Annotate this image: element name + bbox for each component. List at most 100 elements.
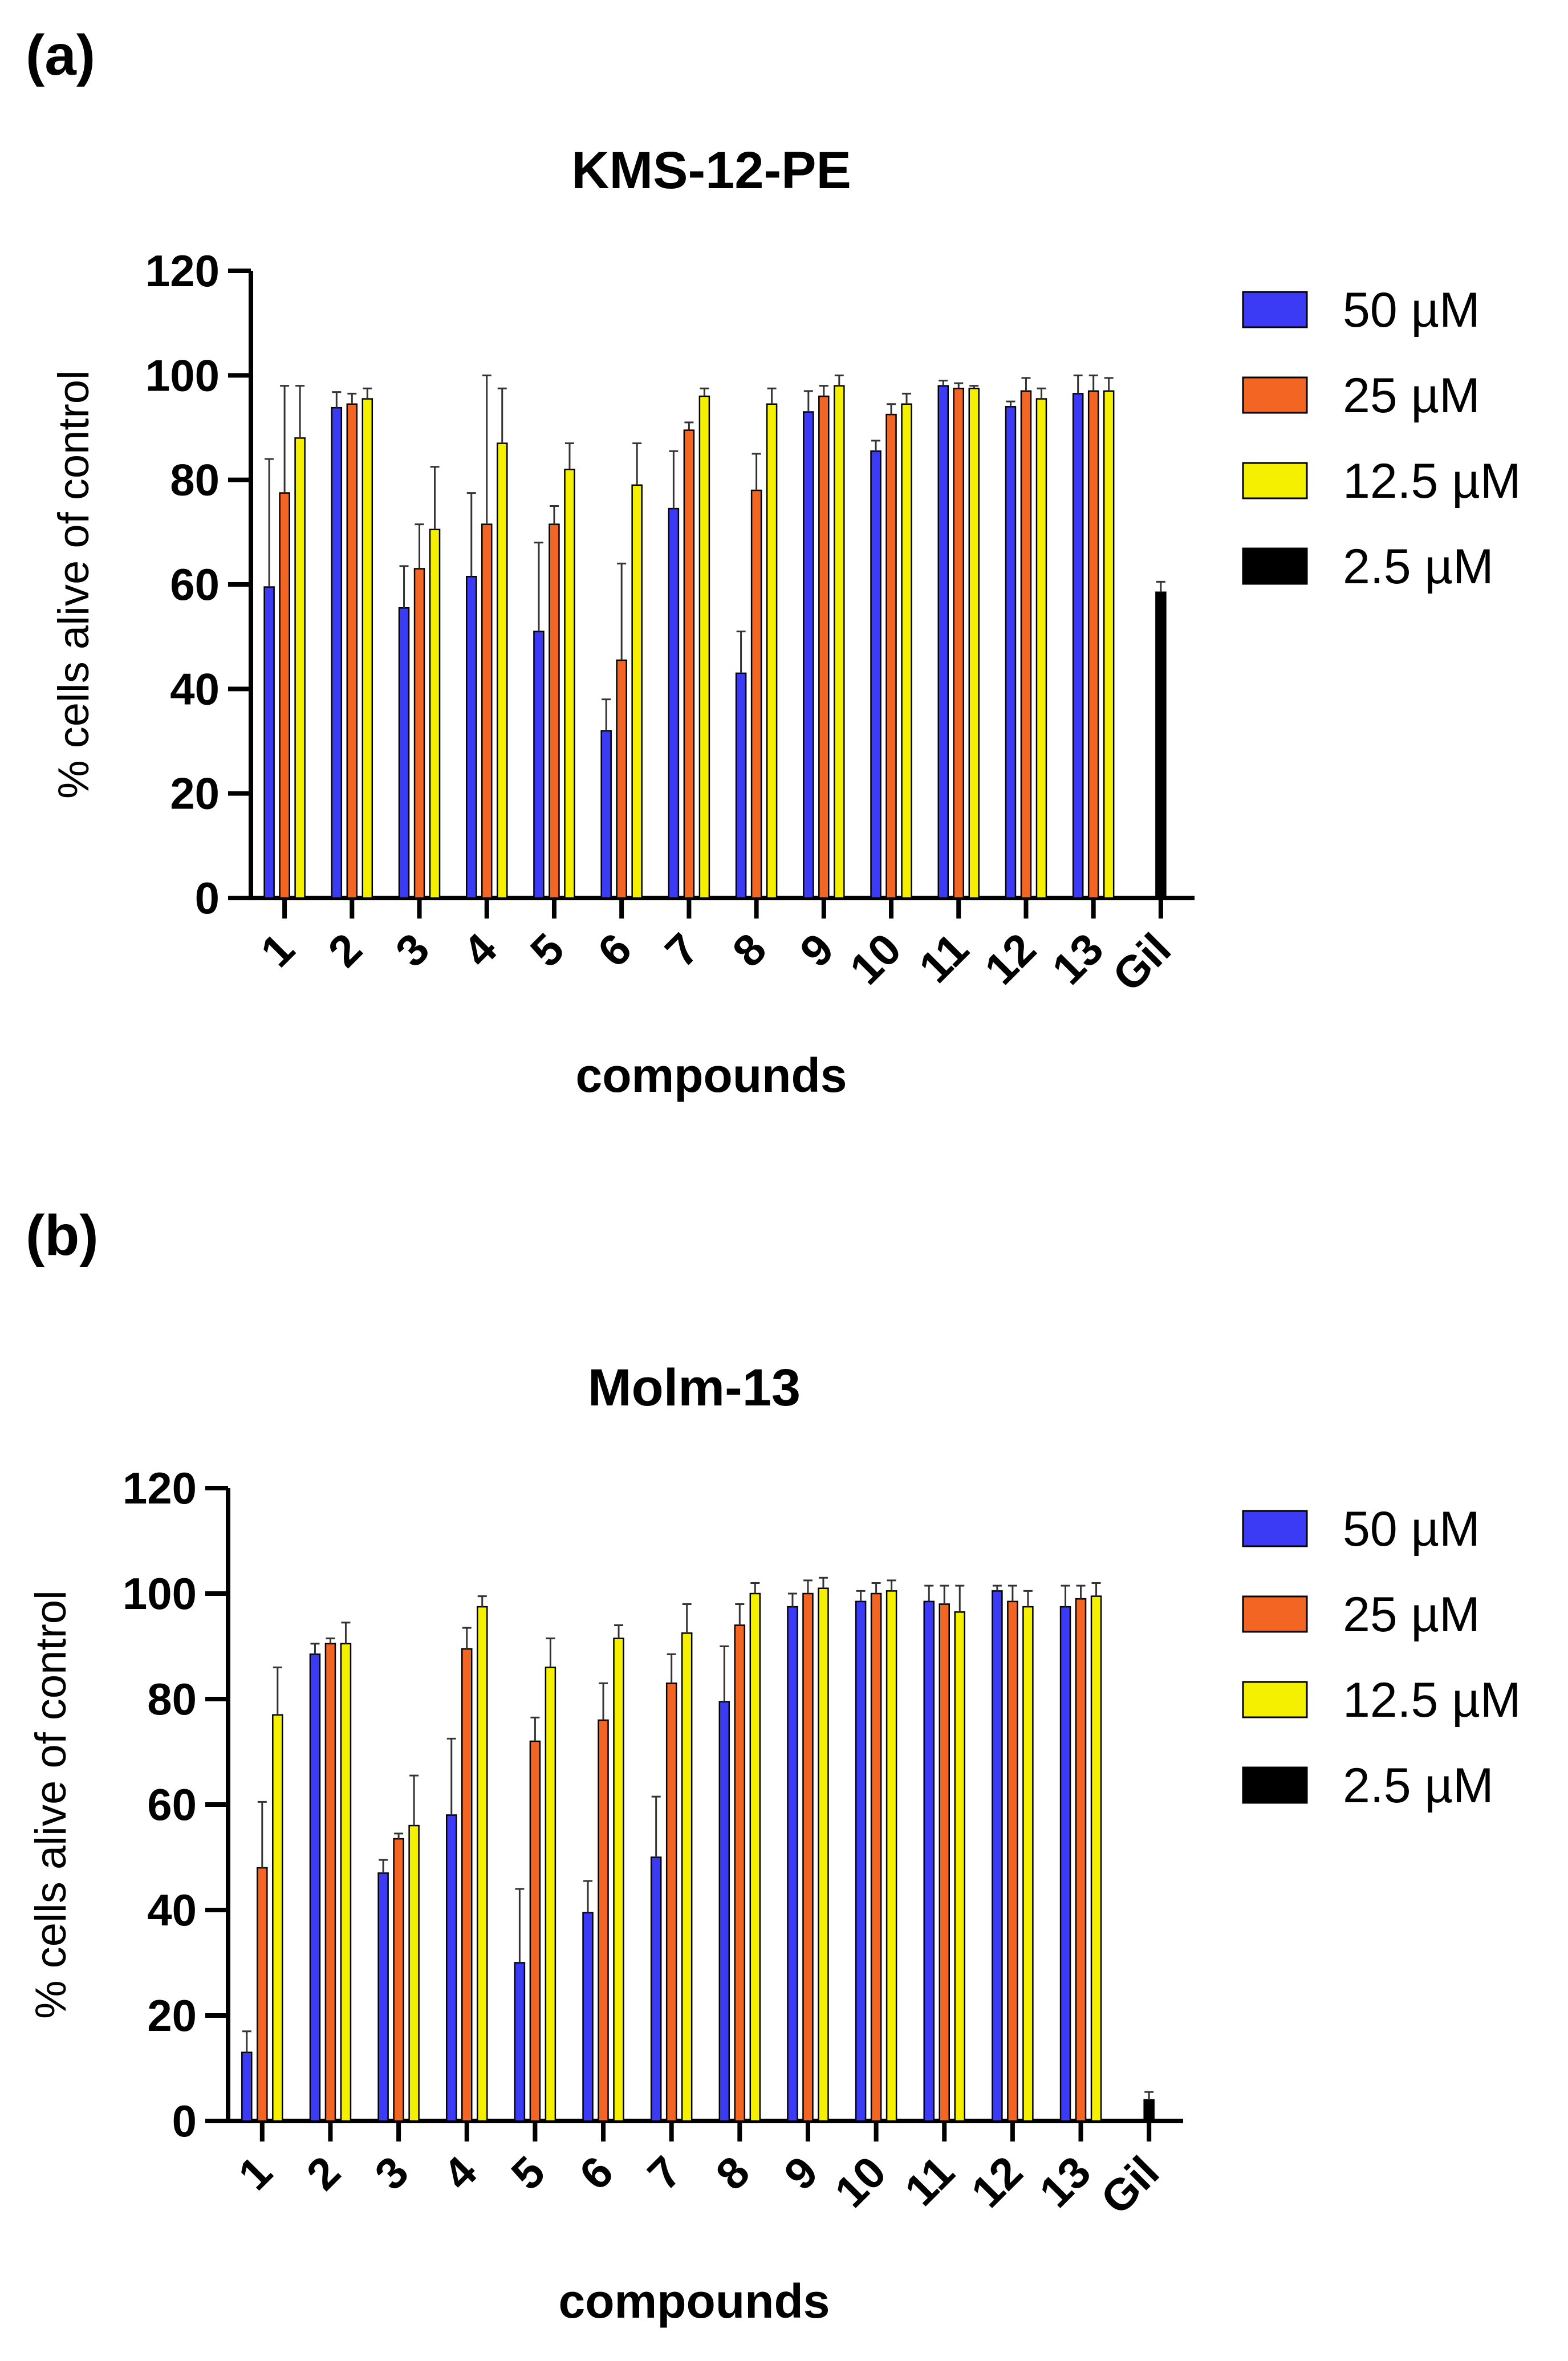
bar <box>856 1602 866 2121</box>
bar <box>887 1591 896 2121</box>
x-tick-label: 4 <box>453 924 506 977</box>
bar <box>242 2053 251 2121</box>
y-tick-label: 0 <box>195 873 220 923</box>
bar <box>482 525 491 898</box>
y-tick-label: 100 <box>123 1568 197 1619</box>
bar <box>651 1858 661 2122</box>
x-tick-label: 3 <box>386 924 439 977</box>
legend: 50 µM 25 µM 12.5 µM 2.5 µM <box>1243 1502 1521 1813</box>
y-axis-label: % cells alive of control <box>27 1590 75 2019</box>
x-tick-label: 2 <box>318 924 371 977</box>
bar <box>954 388 964 898</box>
legend-swatch <box>1243 1767 1307 1803</box>
x-tick-label: 6 <box>588 924 641 977</box>
bar <box>409 1826 419 2121</box>
bar <box>955 1612 965 2121</box>
x-tick-label: 10 <box>840 924 911 994</box>
legend-swatch <box>1243 463 1307 498</box>
bar <box>992 1591 1002 2121</box>
bar <box>700 396 709 898</box>
bar <box>546 1668 555 2122</box>
bar <box>466 576 476 898</box>
bar <box>1088 391 1098 898</box>
chart-kms-12-pe: KMS-12-PE 0 20 40 60 80 100 120 % cells alive of… <box>0 0 1568 1180</box>
y-tick-label: 80 <box>147 1674 197 1724</box>
bar <box>818 1588 828 2121</box>
bar <box>669 509 679 898</box>
bar <box>257 1868 267 2121</box>
x-tick-label: 9 <box>790 924 843 977</box>
x-tick-label: 11 <box>895 2147 964 2216</box>
bar <box>767 404 777 898</box>
x-tick-label: Gil <box>1103 924 1180 1001</box>
panel-a: (a) KMS-12-PE 0 20 40 60 80 100 120 % cells aliv… <box>0 0 1568 1180</box>
x-tick-label: 2 <box>297 2147 350 2200</box>
chart-molm-13: Molm-13020406080100120% cells alive of c… <box>0 1180 1568 2360</box>
legend-label: 25 µM <box>1343 368 1480 423</box>
bar <box>1156 592 1165 898</box>
bar <box>530 1741 540 2121</box>
x-tick-label: 9 <box>774 2147 827 2200</box>
bar <box>280 493 290 898</box>
legend-label: 2.5 µM <box>1343 539 1494 594</box>
legend-swatch <box>1243 548 1307 584</box>
bar <box>1006 407 1015 898</box>
legend: 50 µM 25 µM 12.5 µM 2.5 µM <box>1243 283 1521 594</box>
y-tick-label: 20 <box>147 1990 197 2041</box>
chart-title: KMS-12-PE <box>571 141 851 200</box>
bar <box>534 632 543 899</box>
bar <box>1144 2100 1154 2121</box>
bar <box>1076 1599 1086 2121</box>
bar <box>326 1644 335 2121</box>
x-tick-label: 1 <box>229 2147 282 2200</box>
y-tick-label: 40 <box>170 664 220 714</box>
legend-swatch <box>1243 1682 1307 1717</box>
legend-label: 2.5 µM <box>1343 1758 1494 1813</box>
legend-swatch <box>1243 1596 1307 1632</box>
bar <box>1104 391 1114 898</box>
bar <box>632 485 642 898</box>
bar <box>871 1594 881 2121</box>
bar <box>834 386 844 898</box>
legend-label: 50 µM <box>1343 1502 1480 1557</box>
bar <box>310 1654 320 2121</box>
x-tick-label: 6 <box>570 2147 623 2200</box>
x-tick-label: 13 <box>1042 924 1113 994</box>
y-tick-label: 20 <box>170 769 220 819</box>
bar <box>750 1594 760 2121</box>
y-tick-label: 60 <box>170 559 220 609</box>
bar <box>265 587 274 898</box>
bar <box>787 1607 797 2121</box>
bar <box>415 569 424 899</box>
bar <box>363 399 372 898</box>
bar <box>599 1720 608 2121</box>
bar <box>341 1644 351 2121</box>
bar <box>1037 399 1046 898</box>
bar <box>667 1683 676 2121</box>
x-axis-label: compounds <box>559 2274 830 2328</box>
x-tick-label: 13 <box>1030 2147 1100 2217</box>
bar <box>602 731 611 898</box>
bar <box>614 1639 624 2121</box>
bar <box>617 660 627 898</box>
x-tick-label: 8 <box>723 924 776 977</box>
x-tick-label: 11 <box>909 924 978 993</box>
y-tick-label: 120 <box>123 1463 197 1513</box>
chart-title: Molm-13 <box>588 1359 801 1417</box>
bar <box>1023 1607 1033 2121</box>
bar <box>803 412 813 899</box>
bar <box>347 404 357 898</box>
bar <box>549 525 559 898</box>
bar <box>583 1913 593 2121</box>
bar <box>902 404 912 898</box>
x-tick-label: Gil <box>1091 2147 1168 2224</box>
bar <box>273 1715 282 2121</box>
bar <box>735 1626 745 2122</box>
bar <box>969 388 979 898</box>
bar <box>515 1963 525 2122</box>
x-tick-label: 7 <box>656 924 709 977</box>
x-tick-label: 8 <box>706 2147 759 2200</box>
legend-swatch <box>1243 377 1307 413</box>
bar <box>1021 391 1031 898</box>
bar <box>1073 393 1083 898</box>
